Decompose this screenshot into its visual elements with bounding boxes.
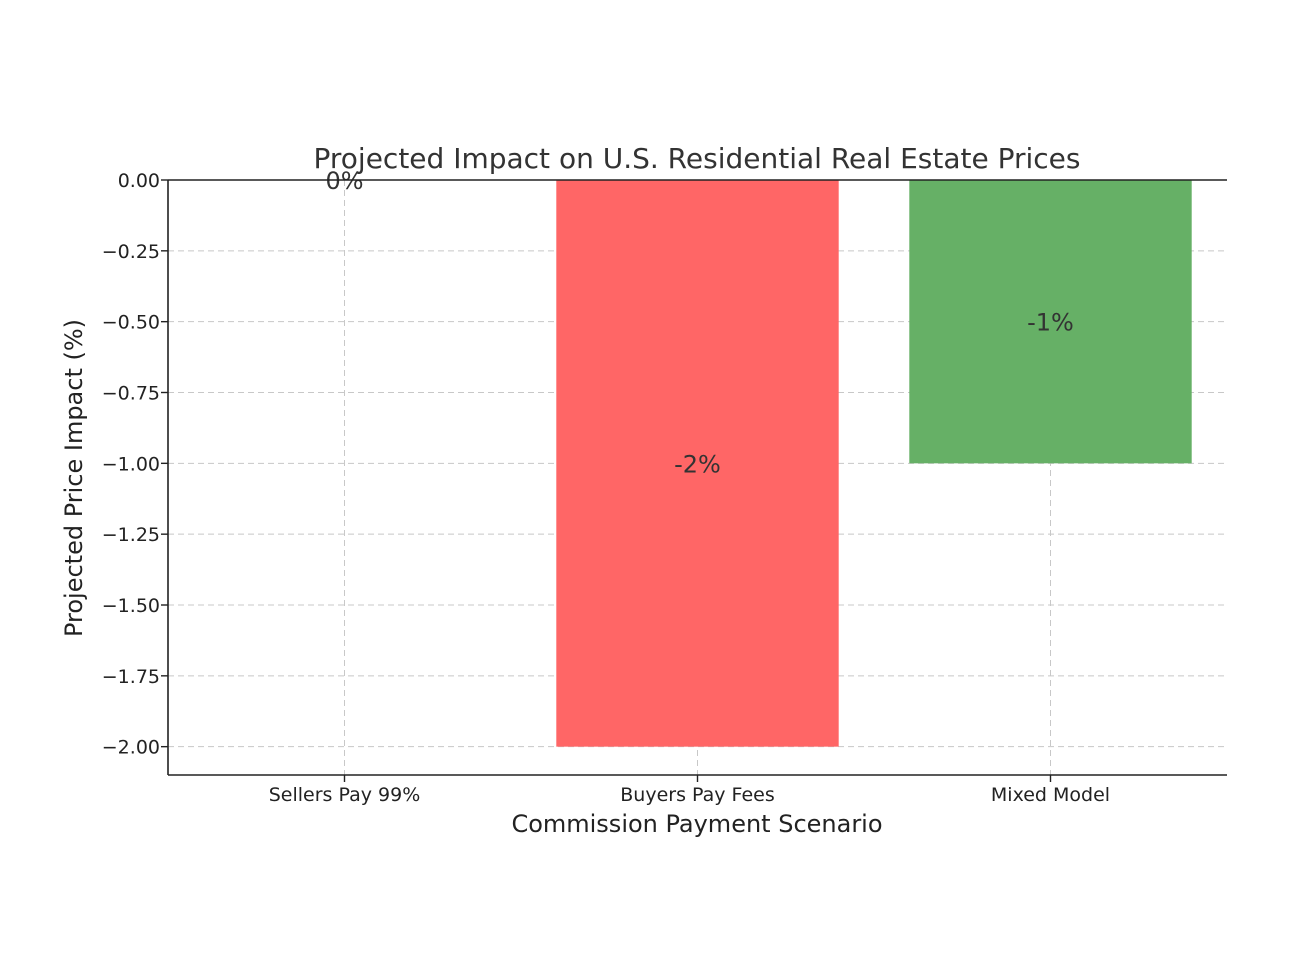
y-tick-label: −1.75 xyxy=(102,666,160,688)
bars xyxy=(556,180,1192,747)
bar xyxy=(556,180,839,747)
y-tick-label: 0.00 xyxy=(118,170,160,192)
y-tick-label: −0.25 xyxy=(102,241,160,263)
y-tick-label: −0.50 xyxy=(102,312,160,334)
y-axis-label: Projected Price Impact (%) xyxy=(60,319,88,637)
axes: 0.00 −0.25 −0.50 −0.75 −1.00 −1.25 −1.50 −1.75 −… xyxy=(102,170,1227,806)
chart-title: Projected Impact on U.S. Residential Rea… xyxy=(314,142,1081,175)
y-tick-label: −2.00 xyxy=(102,737,160,759)
y-tick-label: −1.50 xyxy=(102,595,160,617)
x-tick-label: Mixed Model xyxy=(991,784,1110,806)
x-tick-label: Sellers Pay 99% xyxy=(269,784,421,806)
y-tick-label: −1.25 xyxy=(102,524,160,546)
bar-value-label: 0% xyxy=(325,167,363,195)
bar-value-label: -2% xyxy=(674,450,721,478)
y-tick-label: −0.75 xyxy=(102,383,160,405)
y-tick-label: −1.00 xyxy=(102,453,160,475)
bar xyxy=(909,180,1192,464)
x-tick-label: Buyers Pay Fees xyxy=(620,784,774,806)
data-labels: 0% -2% -1% xyxy=(325,167,1073,478)
x-axis-label: Commission Payment Scenario xyxy=(511,810,882,838)
bar-value-label: -1% xyxy=(1027,309,1074,337)
